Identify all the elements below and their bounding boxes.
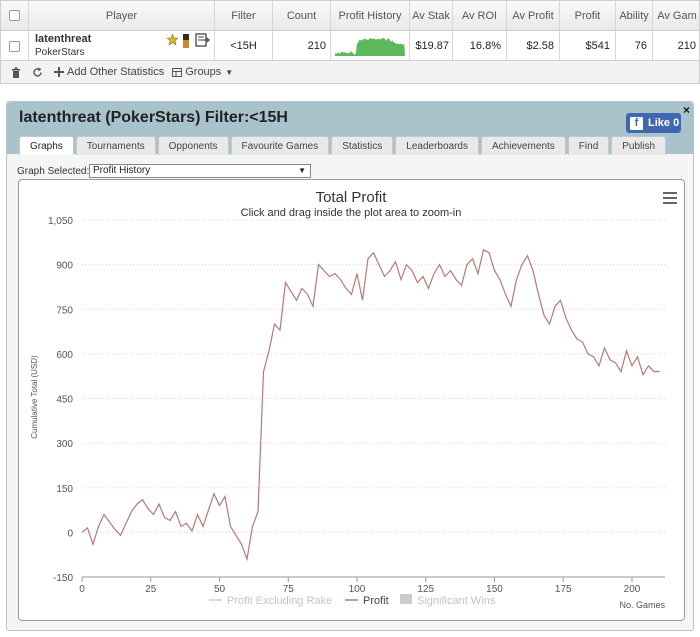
av-roi-value: 16.8% xyxy=(453,31,507,61)
tab-find[interactable]: Find xyxy=(567,136,610,155)
y-tick-label: 600 xyxy=(56,350,73,361)
row-checkbox[interactable] xyxy=(9,40,20,52)
player-name-link[interactable]: latenthreat xyxy=(35,33,92,45)
tab-graphs[interactable]: Graphs xyxy=(19,136,74,155)
ability-bar-icon xyxy=(183,34,189,48)
profit-history-sparkline xyxy=(335,37,405,56)
profit-history-sparkline-cell xyxy=(331,31,410,61)
panel-title: latenthreat (PokerStars) Filter:<15H xyxy=(19,109,288,126)
ability-value: 76 xyxy=(616,31,653,61)
y-tick-label: 750 xyxy=(56,305,73,316)
y-tick-label: 150 xyxy=(56,484,73,495)
filter-value: <15H xyxy=(215,31,273,61)
chart-title: Total Profit xyxy=(316,189,388,206)
header-av-roi[interactable]: Av ROI xyxy=(453,1,507,30)
chevron-down-icon: ▼ xyxy=(225,67,234,77)
header-av-profit[interactable]: Av Profit xyxy=(507,1,560,30)
chart-menu-icon[interactable] xyxy=(663,192,677,207)
groups-grid-icon xyxy=(172,67,183,77)
player-cell[interactable] xyxy=(29,31,215,61)
count-value: 210 xyxy=(273,31,331,61)
x-tick-label: 50 xyxy=(214,584,226,595)
profit-chart[interactable]: Total Profit Click and drag inside the pl… xyxy=(18,179,685,621)
plus-icon xyxy=(54,67,64,77)
profit-series-line xyxy=(81,248,660,562)
av-profit-value: $2.58 xyxy=(507,31,560,61)
x-tick-label: 150 xyxy=(486,584,503,595)
av-stake-value: $19.87 xyxy=(410,31,453,61)
graph-select-value: Profit History xyxy=(93,165,151,176)
player-site: PokerStars xyxy=(35,47,85,58)
select-all-checkbox[interactable] xyxy=(9,10,20,21)
add-other-statistics-button[interactable]: Add Other Statistics xyxy=(54,66,164,78)
star-medal-icon[interactable] xyxy=(167,34,178,46)
tab-opponents[interactable]: Opponents xyxy=(157,136,229,155)
panel-header: latenthreat (PokerStars) Filter:<15H × f… xyxy=(7,102,693,155)
player-detail-panel: latenthreat (PokerStars) Filter:<15H × f… xyxy=(6,101,694,631)
header-count[interactable]: Count xyxy=(273,1,331,30)
refresh-button[interactable] xyxy=(32,67,46,78)
delete-button[interactable] xyxy=(11,67,24,78)
header-filter[interactable]: Filter xyxy=(215,1,273,30)
close-icon[interactable]: × xyxy=(682,103,690,117)
legend-profit-excluding-rake: Profit Excluding Rake xyxy=(227,595,332,607)
header-player[interactable]: Player xyxy=(29,1,215,30)
facebook-like-label: Like 0 xyxy=(648,117,680,129)
header-ability[interactable]: Ability xyxy=(616,1,653,30)
y-tick-label: 900 xyxy=(56,261,73,272)
y-tick-label: -150 xyxy=(53,573,73,584)
trash-icon xyxy=(12,67,20,78)
x-tick-label: 200 xyxy=(624,584,641,595)
x-tick-label: 100 xyxy=(349,584,366,595)
groups-dropdown[interactable]: Groups ▼ xyxy=(172,66,233,78)
x-axis-label: No. Games xyxy=(619,600,665,610)
graph-select[interactable]: Profit History ▼ xyxy=(89,164,311,178)
x-tick-label: 0 xyxy=(79,584,85,595)
refresh-icon xyxy=(33,67,42,76)
player-stats-table: Player Filter Count Profit History Av St… xyxy=(0,0,700,61)
groups-label: Groups xyxy=(185,66,222,78)
tab-tournaments[interactable]: Tournaments xyxy=(75,136,156,155)
profit-value: $541 xyxy=(560,31,616,61)
legend-symbol-significant-wins xyxy=(400,594,412,604)
x-tick-label: 25 xyxy=(145,584,157,595)
tab-favourite-games[interactable]: Favourite Games xyxy=(230,136,330,155)
header-profit[interactable]: Profit xyxy=(560,1,616,30)
select-all-cell[interactable] xyxy=(1,1,29,30)
header-profit-history[interactable]: Profit History xyxy=(331,1,410,30)
legend-profit: Profit xyxy=(363,595,389,607)
x-tick-label: 75 xyxy=(283,584,295,595)
table-header-row: Player Filter Count Profit History Av St… xyxy=(1,1,699,31)
header-av-stake[interactable]: Av Stak xyxy=(410,1,453,30)
tab-publish[interactable]: Publish xyxy=(611,136,667,155)
tab-statistics[interactable]: Statistics xyxy=(331,136,394,155)
table-toolbar: Add Other Statistics Groups ▼ xyxy=(0,61,700,84)
x-tick-label: 175 xyxy=(555,584,572,595)
y-tick-label: 450 xyxy=(56,395,73,406)
x-tick-label: 125 xyxy=(417,584,434,595)
y-tick-label: 300 xyxy=(56,439,73,450)
open-details-icon[interactable] xyxy=(195,33,210,47)
chart-subtitle: Click and drag inside the plot area to z… xyxy=(241,207,462,219)
facebook-like-button[interactable]: f Like 0 xyxy=(626,113,681,133)
chevron-down-icon: ▼ xyxy=(298,166,306,175)
panel-tabs: Graphs Tournaments Opponents Favourite G… xyxy=(19,136,668,155)
y-tick-label: 0 xyxy=(67,528,73,539)
y-tick-label: 1,050 xyxy=(48,216,73,227)
add-other-statistics-label: Add Other Statistics xyxy=(67,66,165,78)
graph-selected-label: Graph Selected: xyxy=(17,166,90,177)
sparkline-area xyxy=(335,37,405,56)
legend-significant-wins: Significant Wins xyxy=(417,595,496,607)
header-av-games[interactable]: Av Gam xyxy=(657,9,697,22)
tab-achievements[interactable]: Achievements xyxy=(480,136,566,155)
y-axis-label: Cumulative Total (USD) xyxy=(30,355,39,439)
tab-leaderboards[interactable]: Leaderboards xyxy=(395,136,479,155)
facebook-icon: f xyxy=(630,116,643,130)
av-games-value: 210 xyxy=(677,40,696,52)
row-select-cell[interactable] xyxy=(1,31,29,61)
table-row[interactable]: <15H 210 $19.87 16.8% $2.58 $541 76 210 xyxy=(1,31,699,61)
